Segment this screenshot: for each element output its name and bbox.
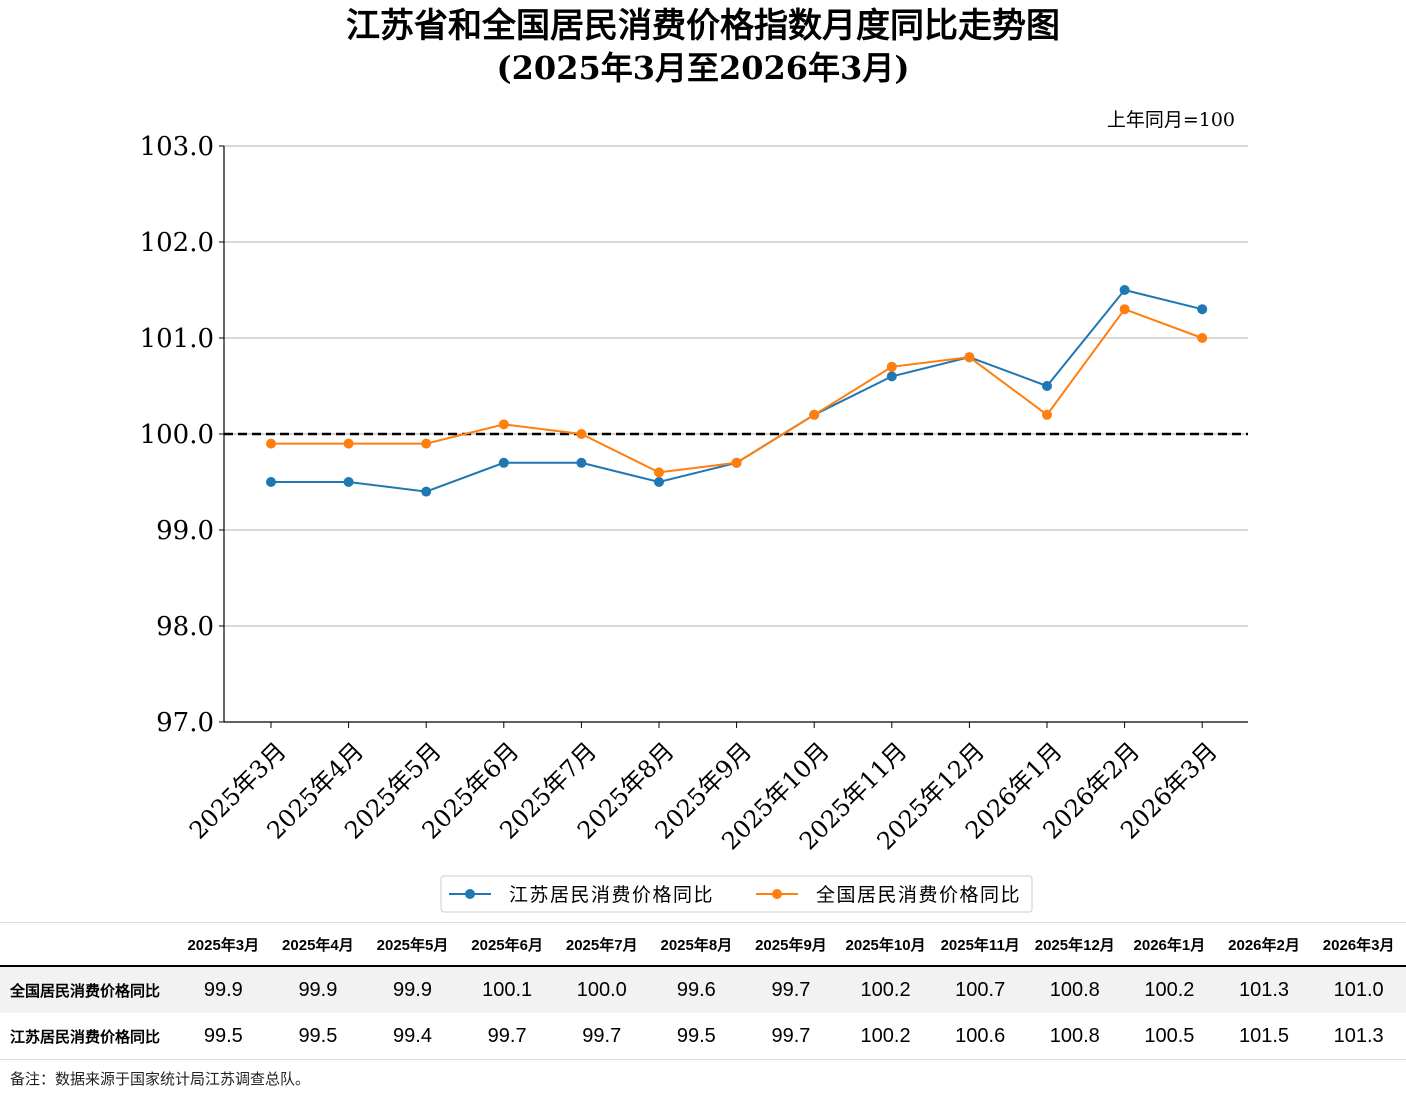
- table-cell: 99.5: [298, 1024, 338, 1047]
- y-tick-label: 97.0: [156, 708, 214, 738]
- legend-swatch-marker: [465, 889, 475, 899]
- table-column-header: 2025年12月: [1034, 936, 1115, 954]
- data-point: [1197, 333, 1208, 343]
- chart-subtitle: (2025年3月至2026年3月): [496, 49, 910, 87]
- table-cell: 101.3: [1333, 1024, 1384, 1047]
- y-tick-label: 99.0: [156, 516, 214, 546]
- data-point: [421, 438, 432, 449]
- table-cell: 100.5: [1144, 1024, 1195, 1047]
- table-column-header: 2025年10月: [845, 936, 926, 954]
- y-tick-label: 103.0: [140, 132, 214, 162]
- table-cell: 100.1: [482, 978, 533, 1001]
- table-column-header: 2025年3月: [187, 936, 260, 954]
- data-point: [266, 477, 276, 487]
- footnote: 备注：数据来源于国家统计局江苏调查总队。: [10, 1070, 311, 1088]
- data-point: [498, 419, 509, 430]
- data-point: [1042, 381, 1052, 391]
- data-point: [1119, 285, 1130, 295]
- data-point: [498, 457, 509, 468]
- legend-label: 全国居民消费价格同比: [816, 884, 1021, 906]
- table-cell: 100.0: [576, 978, 627, 1001]
- legend-swatch-marker: [772, 889, 782, 899]
- data-point: [343, 477, 354, 487]
- table-column-header: 2025年5月: [376, 936, 449, 954]
- table-cell: 101.5: [1238, 1024, 1290, 1047]
- data-point: [1042, 409, 1052, 420]
- table-cell: 99.7: [771, 1024, 811, 1047]
- data-point: [576, 429, 587, 439]
- data-point: [886, 371, 897, 382]
- table-cell: 100.6: [955, 1024, 1006, 1047]
- table-cell: 99.6: [676, 978, 716, 1001]
- table-cell: 99.7: [582, 1024, 622, 1047]
- table-cell: 99.9: [298, 978, 338, 1001]
- table-cell: 100.2: [860, 1024, 911, 1047]
- data-point: [654, 467, 664, 478]
- table-cell: 99.4: [393, 1024, 432, 1047]
- data-point: [964, 352, 975, 363]
- table-cell: 99.5: [203, 1024, 243, 1047]
- table-column-header: 2025年4月: [282, 936, 354, 954]
- data-point: [809, 409, 820, 420]
- table-cell: 100.7: [955, 978, 1006, 1001]
- y-tick-label: 102.0: [140, 228, 214, 258]
- y-tick-label: 101.0: [140, 324, 214, 354]
- table-column-header: 2026年1月: [1133, 936, 1206, 954]
- series-line-2: [271, 308, 1203, 474]
- table-cell: 100.2: [1144, 978, 1195, 1001]
- legend-label: 江苏居民消费价格同比: [509, 884, 714, 906]
- table-row: 全国居民消费价格同比 99.9 99.9 99.9 100.1 100.0 99.6 99.7…: [0, 966, 1406, 1013]
- table-column-header: 2025年9月: [755, 936, 827, 954]
- table-cell: 101.0: [1333, 978, 1384, 1001]
- table-cell: 99.7: [487, 1024, 527, 1047]
- table-column-header: 2026年2月: [1228, 936, 1300, 954]
- table-column-header: 2025年11月: [940, 936, 1020, 954]
- table-cell: 99.5: [676, 1024, 716, 1047]
- legend-box: [440, 875, 1033, 913]
- chart-title: 江苏省和全国居民消费价格指数月度同比走势图: [346, 6, 1060, 46]
- table-corner: [0, 923, 176, 967]
- table-cell: 99.9: [203, 978, 243, 1001]
- y-tick-label: 98.0: [156, 612, 214, 642]
- data-point: [1197, 304, 1208, 315]
- data-point: [1119, 304, 1130, 315]
- data-point: [886, 361, 897, 372]
- table-column-header: 2025年6月: [471, 936, 543, 954]
- table-cell: 100.8: [1049, 978, 1100, 1001]
- table-row-label: 江苏居民消费价格同比: [10, 1028, 161, 1046]
- data-point: [731, 457, 742, 468]
- table-column-header: 2026年3月: [1322, 936, 1395, 954]
- line-chart: 上年同月=100 97.0 98.0 99.0 100.0 101.0 102.0 103.0…: [140, 109, 1248, 913]
- table-cell: 99.9: [393, 978, 432, 1001]
- data-point: [654, 477, 664, 487]
- y-tick-label: 100.0: [140, 420, 214, 450]
- table-header-row: 2025年3月 2025年4月 2025年5月 2025年6月 2025年7月 2025年…: [0, 922, 1406, 967]
- unit-note: 上年同月=100: [1107, 109, 1235, 131]
- data-point: [576, 457, 587, 468]
- table-column-header: 2025年8月: [660, 936, 733, 954]
- table-cell: 99.7: [771, 978, 811, 1001]
- data-point: [421, 486, 432, 497]
- data-point: [266, 438, 276, 449]
- table-row: 江苏居民消费价格同比 99.5 99.5 99.4 99.7 99.7 99.5 99.7 10…: [0, 1013, 1406, 1060]
- data-point: [343, 438, 354, 449]
- table-cell: 101.3: [1238, 978, 1290, 1001]
- data-table: 2025年3月 2025年4月 2025年5月 2025年6月 2025年7月 2025年…: [0, 922, 1406, 1060]
- table-cell: 100.2: [860, 978, 911, 1001]
- table-row-label: 全国居民消费价格同比: [10, 982, 161, 1000]
- table-cell: 100.8: [1049, 1024, 1100, 1047]
- table-column-header: 2025年7月: [565, 936, 638, 954]
